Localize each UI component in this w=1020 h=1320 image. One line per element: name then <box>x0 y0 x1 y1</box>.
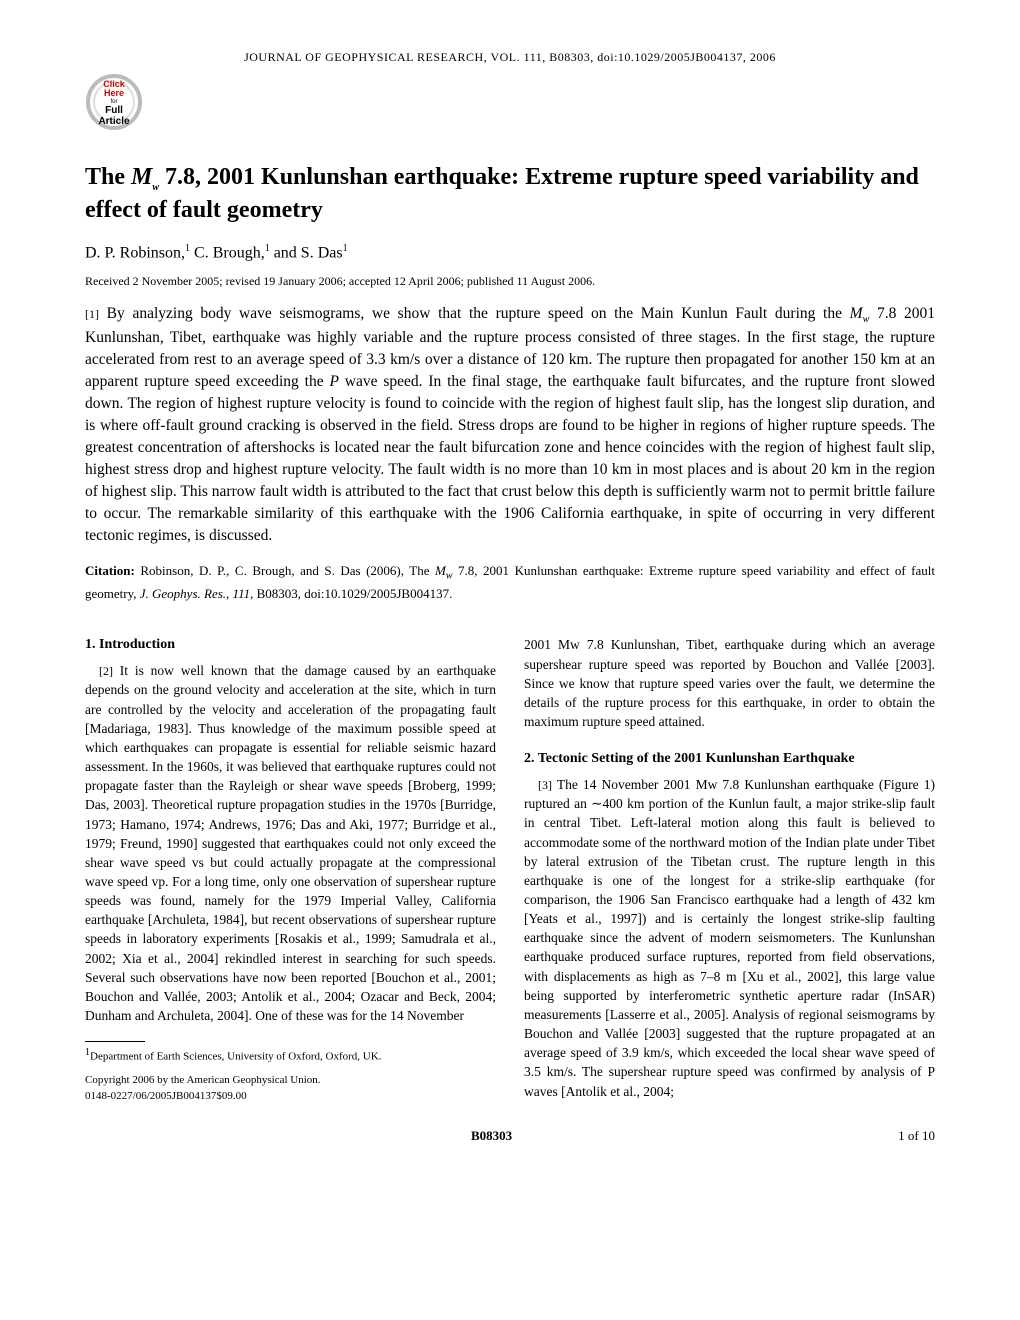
abstract: [1] By analyzing body wave seismograms, … <box>85 303 935 547</box>
copyright-block: Copyright 2006 by the American Geophysic… <box>85 1073 496 1104</box>
svg-text:Here: Here <box>104 88 124 98</box>
footnote-separator <box>85 1041 145 1042</box>
section-2-body: [3] The 14 November 2001 Mw 7.8 Kunlunsh… <box>524 775 935 1101</box>
left-column: 1. Introduction [2] It is now well known… <box>85 635 496 1104</box>
section-1-body: [2] It is now well known that the damage… <box>85 661 496 1025</box>
paper-title: The Mw 7.8, 2001 Kunlunshan earthquake: … <box>85 161 935 227</box>
page-code: B08303 <box>471 1128 512 1144</box>
svg-text:Full: Full <box>105 105 123 116</box>
authors: D. P. Robinson,1 C. Brough,1 and S. Das1 <box>85 243 935 262</box>
full-article-badge[interactable]: Click Here for Full Article <box>85 73 143 131</box>
svg-text:Article: Article <box>98 116 130 127</box>
two-column-body: 1. Introduction [2] It is now well known… <box>85 635 935 1104</box>
page-footer: B08303 1 of 10 <box>85 1128 935 1144</box>
page-number: 1 of 10 <box>898 1128 935 1144</box>
col2-continuation: 2001 Mw 7.8 Kunlunshan, Tibet, earthquak… <box>524 635 935 731</box>
citation: Citation: Robinson, D. P., C. Brough, an… <box>85 561 935 603</box>
affiliation-footnote: 1Department of Earth Sciences, Universit… <box>85 1046 496 1065</box>
journal-header: JOURNAL OF GEOPHYSICAL RESEARCH, VOL. 11… <box>85 50 935 65</box>
right-column: 2001 Mw 7.8 Kunlunshan, Tibet, earthquak… <box>524 635 935 1104</box>
section-2-heading: 2. Tectonic Setting of the 2001 Kunlunsh… <box>524 749 935 769</box>
section-1-heading: 1. Introduction <box>85 635 496 655</box>
submission-dates: Received 2 November 2005; revised 19 Jan… <box>85 274 935 289</box>
